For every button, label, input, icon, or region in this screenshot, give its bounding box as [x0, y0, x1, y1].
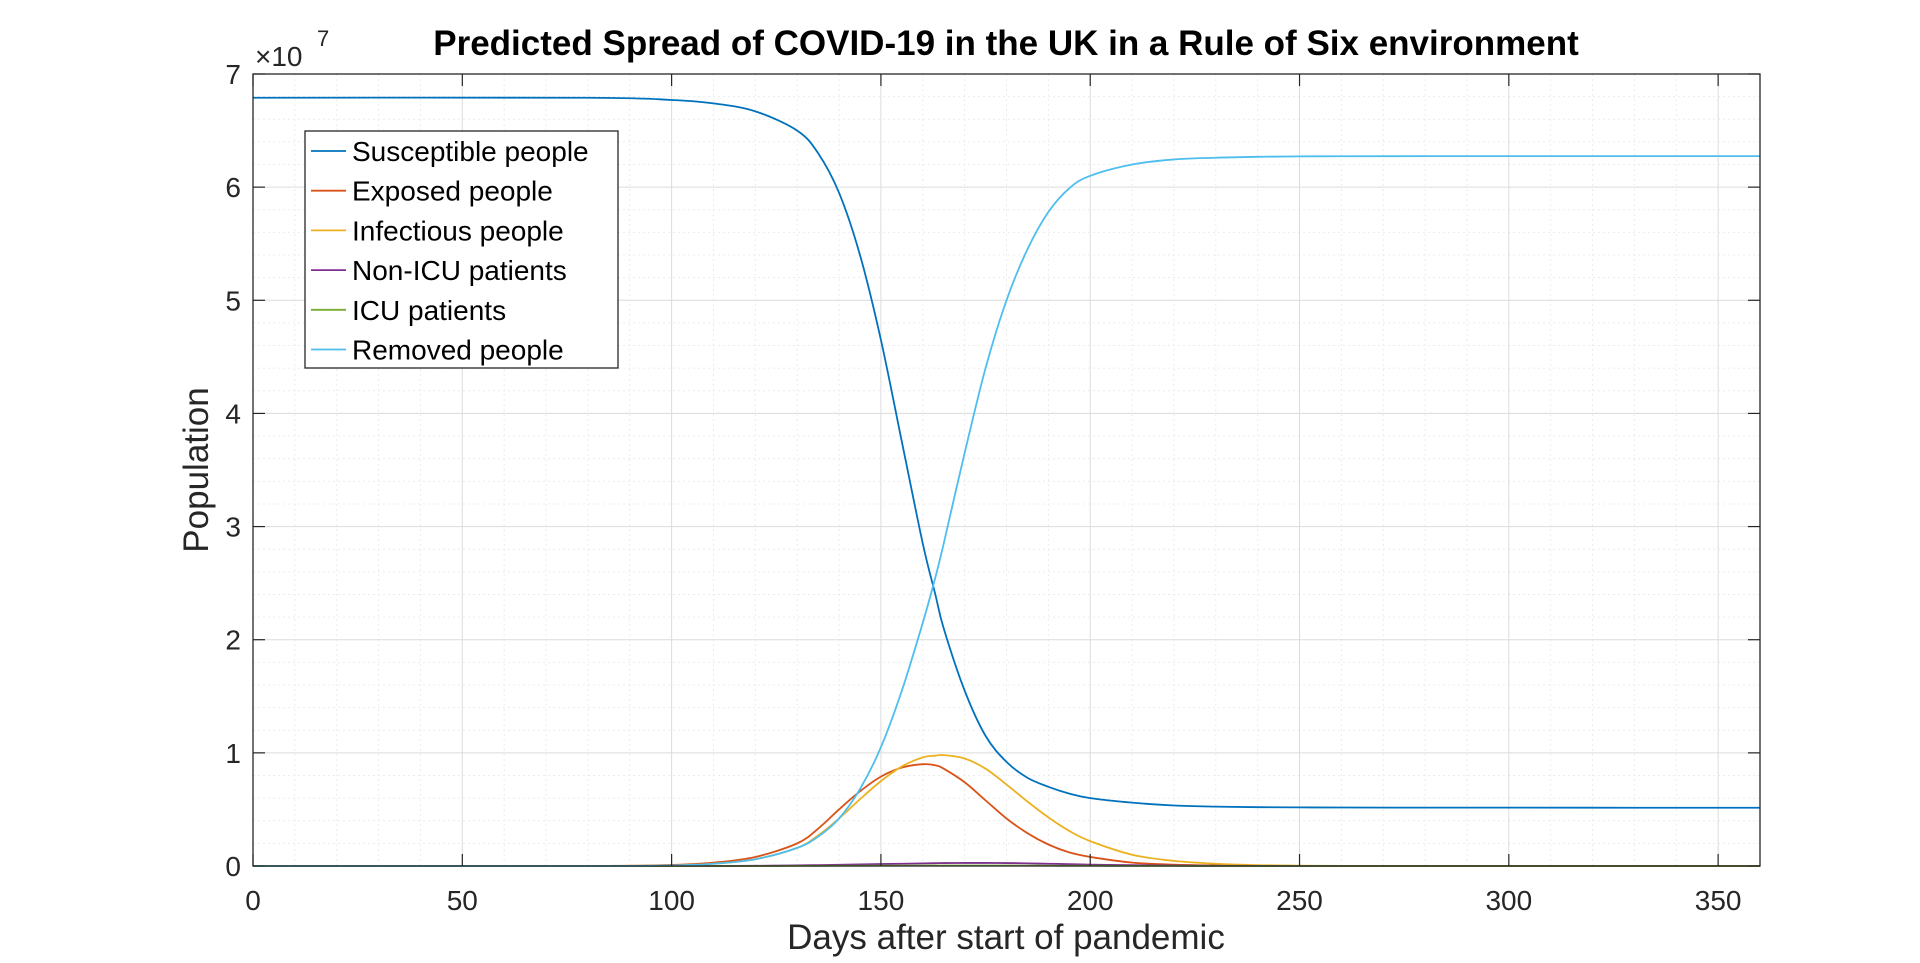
- x-tick-label: 250: [1276, 885, 1323, 916]
- y-tick-label: 6: [225, 172, 241, 203]
- x-axis-label: Days after start of pandemic: [787, 918, 1225, 957]
- series-line-removed-people: [252, 155, 1760, 867]
- legend: Susceptible people Exposed people Infectio…: [304, 130, 619, 369]
- legend-label: Infectious people: [352, 215, 564, 246]
- x-tick-label: 350: [1695, 885, 1742, 916]
- y-axis-label: Population: [177, 387, 216, 552]
- y-tick-label: 3: [225, 512, 241, 543]
- legend-item-exposed-people: Exposed people: [311, 176, 553, 207]
- chart-title: Predicted Spread of COVID-19 in the UK i…: [433, 24, 1579, 63]
- x-tick-label: 300: [1485, 885, 1532, 916]
- y-tick-label: 4: [225, 398, 241, 429]
- y-tick-labels: 0 1 2 3 4 5 6 7: [225, 59, 241, 882]
- legend-box: [304, 130, 619, 369]
- legend-item-removed-people: Removed people: [311, 335, 564, 366]
- legend-item-infectious-people: Infectious people: [311, 215, 564, 246]
- legend-label: Exposed people: [352, 176, 553, 207]
- legend-item-icu-patients: ICU patients: [311, 295, 506, 326]
- series-line-susceptible-people: [252, 96, 1761, 809]
- y-exponent-label: ×10 7: [255, 26, 329, 72]
- legend-label: ICU patients: [352, 295, 506, 326]
- y-tick-label: 0: [225, 851, 241, 882]
- legend-item-susceptible-people: Susceptible people: [311, 136, 589, 167]
- y-tick-label: 1: [225, 738, 241, 769]
- x-tick-label: 200: [1067, 885, 1114, 916]
- y-exponent-base: ×10: [255, 41, 303, 72]
- legend-label: Susceptible people: [352, 136, 589, 167]
- y-exponent-power: 7: [317, 26, 329, 51]
- y-tick-label: 2: [225, 625, 241, 656]
- legend-label: Non-ICU patients: [352, 255, 567, 286]
- x-tick-label: 0: [245, 885, 261, 916]
- y-tick-label: 7: [225, 59, 241, 90]
- y-tick-label: 5: [225, 285, 241, 316]
- legend-label: Removed people: [352, 335, 564, 366]
- x-tick-label: 50: [447, 885, 478, 916]
- x-tick-label: 150: [858, 885, 905, 916]
- x-tick-label: 100: [648, 885, 695, 916]
- legend-item-non-icu-patients: Non-ICU patients: [311, 255, 567, 286]
- x-tick-labels: 0 50 100 150 200 250 300 350: [245, 885, 1741, 916]
- axis-ticks: [252, 73, 1760, 867]
- plot-frame: [252, 73, 1761, 867]
